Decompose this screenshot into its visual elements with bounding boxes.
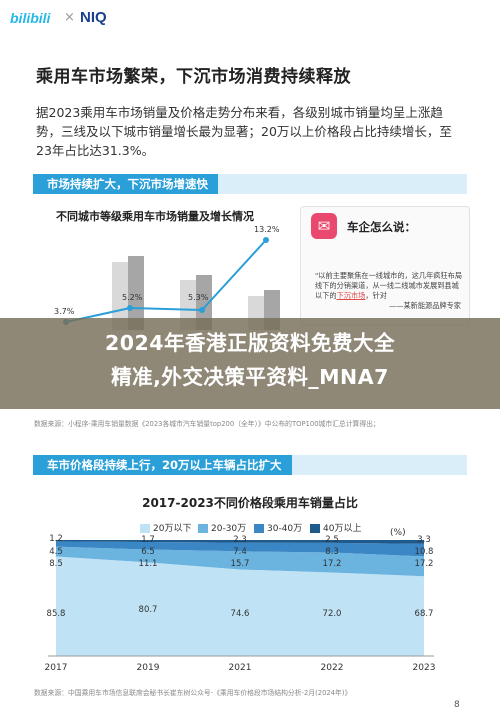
area-series-2	[56, 541, 424, 557]
intro-paragraph: 据2023乘用车市场销量及价格走势分布来看，各级别城市销量均呈上涨趋势，三线及以…	[36, 105, 452, 158]
banner-line-1: 2024年香港正版资料免费大全	[104, 331, 396, 355]
data-label: 80.7	[139, 605, 158, 615]
bar-tier1-2023	[128, 256, 144, 330]
card-title: 车企怎么说：	[347, 220, 416, 234]
legend-label: 20万以下	[153, 524, 192, 534]
area-series-0	[56, 556, 424, 656]
page-number: 8	[454, 700, 460, 710]
speech-icon: ✉	[311, 213, 337, 239]
bilibili-logo: bilibili	[10, 10, 51, 26]
data-label: 17.2	[323, 559, 342, 569]
data-label: 1.2	[49, 534, 63, 544]
data-label: 2.3	[233, 535, 247, 545]
data-label: 17.2	[415, 559, 434, 569]
growth-line	[65, 239, 267, 323]
bar-tier1-2022	[112, 262, 128, 330]
legend-label: 30-40万	[267, 524, 303, 534]
bar-tier2-2023	[196, 275, 212, 330]
growth-label: 5.2%	[122, 293, 143, 302]
quote-text: 从一线二线城市发展到县城以下的	[315, 281, 459, 300]
growth-label: 13.2%	[254, 225, 280, 234]
x-tick-label: 2021	[229, 663, 252, 673]
legend-swatch	[254, 524, 264, 533]
data-label: 72.0	[323, 609, 342, 619]
data-label: 11.1	[139, 559, 158, 569]
city-chart-title: 不同城市等级乘用车市场销量及增长情况	[56, 210, 254, 223]
legend-label: 20-30万	[211, 524, 247, 534]
growth-label: 5.3%	[188, 293, 209, 302]
data-label: 7.4	[233, 547, 247, 557]
bar-tier2-2022	[180, 280, 196, 330]
overlay-banner	[0, 318, 500, 409]
legend-item: 20-30万	[198, 521, 246, 534]
data-label: 10.8	[415, 547, 434, 557]
quote-text: ，针对	[365, 291, 387, 300]
data-label: 6.5	[141, 547, 155, 557]
quote-source: ——某新能源品牌专家	[389, 301, 461, 310]
legend-swatch	[140, 524, 150, 533]
legend-item: 30-40万	[254, 521, 302, 534]
data-label: 74.6	[231, 609, 250, 619]
legend-swatch	[310, 524, 320, 533]
data-label: 15.7	[231, 559, 250, 569]
growth-label: 3.7%	[54, 307, 75, 316]
legend-swatch	[198, 524, 208, 533]
legend-label: 40万以上	[323, 524, 362, 534]
area-series-3	[56, 540, 424, 544]
data-label: 8.3	[325, 547, 339, 557]
logo-separator: ×	[64, 10, 75, 25]
quote-highlight: 下沉市场	[336, 291, 366, 300]
growth-point	[263, 237, 269, 243]
data-label: 3.3	[417, 535, 431, 545]
x-tick-label: 2017	[45, 663, 68, 673]
data-label: 2.5	[325, 535, 339, 545]
growth-point	[127, 305, 133, 311]
chart-title: 2017-2023不同价格段乘用车销量占比	[142, 496, 358, 510]
legend-item: 20万以下	[140, 521, 191, 534]
data-label: 68.7	[415, 609, 434, 619]
data-label: 8.5	[49, 559, 63, 569]
area-series-1	[56, 546, 424, 577]
section-header-market: 市场持续扩大，下沉市场增速快	[33, 174, 467, 194]
niq-logo: NIQ	[80, 9, 107, 26]
section-header-price: 车市价格段持续上行，20万以上车辆占比扩大	[33, 455, 467, 475]
chart-unit: (%)	[390, 528, 406, 538]
company-quote-card: ✉ 车企怎么说： "以前主要聚焦在一线城市的，这几年疯狂布局线下的分销渠道，从一…	[300, 206, 470, 326]
page-title: 乘用车市场繁荣，下沉市场消费持续释放	[36, 67, 351, 87]
x-tick-label: 2019	[137, 663, 160, 673]
data-label: 85.8	[47, 609, 66, 619]
data-source-note: 数据来源：小程序-乘用车销量数据《2023各城市汽车销量top200（全年）》中…	[34, 420, 380, 428]
x-tick-label: 2022	[321, 663, 344, 673]
x-tick-label: 2023	[413, 663, 436, 673]
section-label: 车市价格段持续上行，20万以上车辆占比扩大	[37, 455, 292, 475]
section-label: 市场持续扩大，下沉市场增速快	[37, 174, 218, 194]
data-label: 1.7	[141, 535, 155, 545]
data-label: 4.5	[49, 547, 63, 557]
legend-item: 40万以上	[310, 521, 361, 534]
banner-line-2: 精准,外交决策平资料_MNA7	[111, 365, 389, 389]
data-source-note: 数据来源：中国乘用车市场信息联席会秘书长崔东树公众号-《乘用车价格段市场结构分析…	[34, 689, 352, 697]
quote-text: "以前主要聚焦在一线城市的，这几年疯狂布局线下的分销渠道，	[315, 271, 463, 290]
growth-point	[199, 307, 205, 313]
card-quote: "以前主要聚焦在一线城市的，这几年疯狂布局线下的分销渠道，从一线二线城市发展到县…	[315, 271, 463, 301]
price-segment-area-chart: 2017 2019 2021 2022 2023 85.8 80.7 74.6 72.0 68.7…	[45, 534, 436, 673]
city-tier-sales-chart: 3.7% 5.2% 5.3% 13.2%	[54, 225, 280, 330]
report-header: bilibili × NIQ	[0, 0, 500, 38]
